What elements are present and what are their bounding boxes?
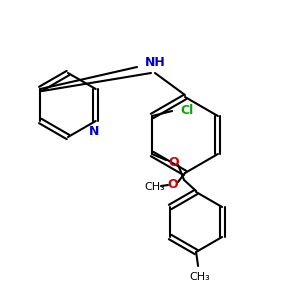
Text: Cl: Cl — [180, 104, 193, 118]
Text: O: O — [168, 178, 178, 191]
Text: NH: NH — [145, 56, 165, 70]
Text: CH₃: CH₃ — [145, 182, 165, 192]
Text: N: N — [88, 125, 99, 138]
Text: CH₃: CH₃ — [190, 272, 211, 282]
Text: O: O — [169, 155, 179, 169]
